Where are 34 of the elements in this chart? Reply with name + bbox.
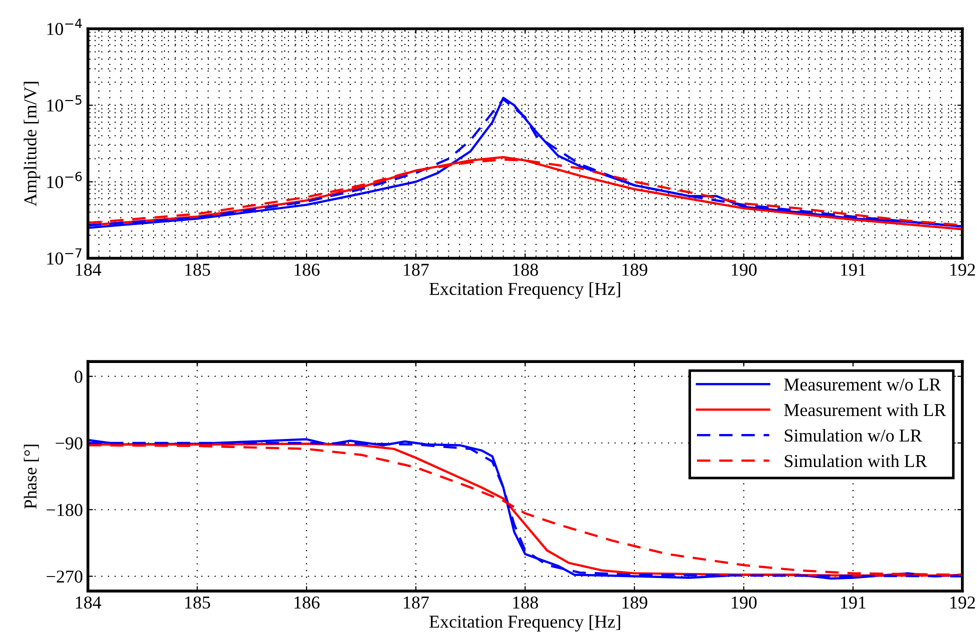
legend-label: Simulation with LR [784, 454, 928, 468]
x-tick-label: 192 [950, 596, 975, 609]
y-tick-label: 10$^{−7}$ [47, 248, 82, 265]
legend-label: Measurement with LR [784, 403, 946, 416]
x-tick-label: 186 [294, 264, 320, 276]
x-tick-label: 190 [732, 596, 757, 609]
x-tick-label: 184 [76, 264, 102, 276]
x-tick-label: 188 [513, 264, 538, 276]
y-axis-title: Phase [°] [24, 444, 39, 509]
y-axis-title: Amplitude [m/V] [24, 82, 40, 206]
x-tick-label: 189 [622, 596, 648, 609]
x-axis-title: Excitation Frequency [Hz] [429, 615, 620, 632]
x-axis-title: Excitation Frequency [Hz] [429, 282, 620, 299]
y-tick-label: 10$^{−6}$ [47, 172, 82, 188]
x-tick-label: 187 [404, 596, 429, 609]
x-tick-label: 189 [622, 264, 648, 276]
y-tick-label: −270 [46, 570, 82, 583]
y-tick-label: −180 [46, 504, 82, 516]
x-tick-label: 185 [185, 264, 210, 276]
y-tick-label: 10$^{−5}$ [47, 95, 82, 112]
x-tick-label: 187 [404, 264, 429, 276]
x-tick-label: 191 [841, 264, 866, 276]
x-tick-label: 188 [513, 596, 538, 609]
legend-label: Measurement w/o LR [784, 378, 942, 391]
x-tick-label: 191 [841, 596, 866, 609]
y-tick-label: 0 [74, 370, 82, 383]
y-tick-label: −90 [56, 437, 82, 450]
y-tick-label: 10$^{−4}$ [47, 18, 82, 36]
legend-label: Simulation w/o LR [784, 428, 922, 442]
x-tick-label: 190 [732, 264, 757, 276]
x-tick-label: 192 [950, 264, 975, 276]
x-tick-label: 184 [76, 596, 102, 609]
x-tick-label: 185 [185, 596, 210, 609]
x-tick-label: 186 [294, 596, 320, 609]
